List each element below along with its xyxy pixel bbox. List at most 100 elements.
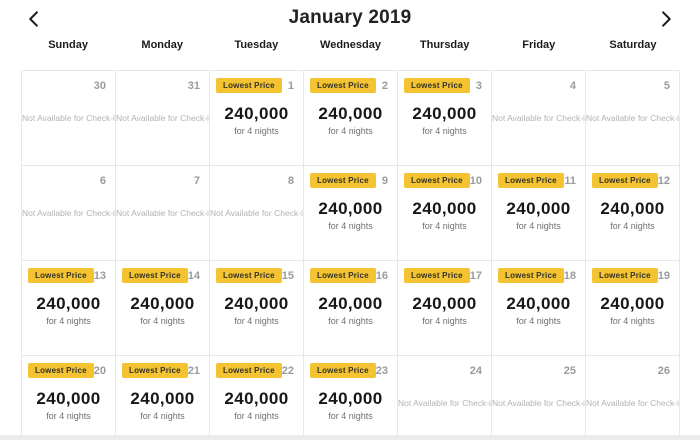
bottom-edge-strip	[0, 435, 700, 440]
lowest-price-badge: Lowest Price	[310, 78, 376, 93]
day-cell-1[interactable]: Lowest Price 1 240,000 for 4 nights	[210, 71, 304, 166]
price-block: 240,000 for 4 nights	[116, 389, 209, 421]
price-value: 240,000	[36, 294, 101, 313]
day-cell-24: 24 Not Available for Check-in	[398, 356, 492, 440]
day-cell-16[interactable]: Lowest Price 16 240,000 for 4 nights	[304, 261, 398, 356]
month-title: January 2019	[288, 7, 412, 28]
price-block: 240,000 for 4 nights	[398, 294, 491, 325]
day-number: 8	[287, 175, 294, 187]
price-block: 240,000 for 4 nights	[22, 294, 115, 326]
price-value: 240,000	[600, 294, 665, 313]
lowest-price-badge: Lowest Price	[310, 268, 376, 283]
price-value: 240,000	[506, 294, 571, 313]
day-number: 22	[281, 365, 294, 377]
lowest-price-badge: Lowest Price	[498, 173, 564, 188]
weekday-header-row: Sunday Monday Tuesday Wednesday Thursday…	[21, 39, 680, 55]
day-cell-25: 25 Not Available for Check-in	[492, 356, 586, 440]
nights-label: for 4 nights	[46, 315, 91, 326]
day-cell-20[interactable]: Lowest Price 20 240,000 for 4 nights	[22, 356, 116, 440]
nights-label: for 4 nights	[422, 220, 467, 231]
day-cell-18[interactable]: Lowest Price 18 240,000 for 4 nights	[492, 261, 586, 356]
day-cell-11[interactable]: Lowest Price 11 240,000 for 4 nights	[492, 166, 586, 261]
price-value: 240,000	[412, 199, 477, 218]
price-value: 240,000	[130, 389, 195, 408]
price-block: 240,000 for 4 nights	[398, 199, 491, 231]
weekday-label-sunday: Sunday	[48, 39, 88, 51]
day-cell-5: 5 Not Available for Check-in	[586, 71, 680, 166]
lowest-price-badge: Lowest Price	[28, 363, 94, 378]
calendar-header: January 2019	[0, 0, 700, 38]
price-value: 240,000	[600, 199, 665, 218]
price-block: 240,000 for 4 nights	[304, 389, 397, 421]
price-block: 240,000 for 4 nights	[586, 294, 679, 326]
day-cell-19[interactable]: Lowest Price 19 240,000 for 4 nights	[586, 261, 680, 356]
price-block: 240,000 for 4 nights	[22, 389, 115, 420]
chevron-left-icon	[29, 11, 38, 27]
day-cell-8: 8 Not Available for Check-in	[210, 166, 304, 261]
chevron-right-icon	[662, 11, 671, 27]
weekday-label-saturday: Saturday	[609, 39, 657, 51]
day-cell-6: 6 Not Available for Check-in	[22, 166, 116, 261]
day-number: 16	[375, 270, 388, 282]
day-number: 2	[381, 80, 388, 92]
price-value: 240,000	[506, 199, 571, 218]
day-cell-14[interactable]: Lowest Price 14 240,000 for 4 nights	[116, 261, 210, 356]
price-block: 240,000 for 4 nights	[304, 294, 397, 325]
nights-label: for 4 nights	[234, 315, 279, 326]
day-cell-10[interactable]: Lowest Price 10 240,000 for 4 nights	[398, 166, 492, 261]
day-number: 11	[564, 175, 576, 187]
weekday-label-friday: Friday	[522, 39, 556, 51]
day-cell-30: 30 Not Available for Check-in	[22, 71, 116, 166]
lowest-price-badge: Lowest Price	[498, 268, 564, 283]
day-number: 21	[187, 365, 200, 377]
day-cell-3[interactable]: Lowest Price 3 240,000 for 4 nights	[398, 71, 492, 166]
lowest-price-badge: Lowest Price	[216, 268, 282, 283]
not-available-label: Not Available for Check-in	[398, 398, 491, 408]
nights-label: for 4 nights	[516, 315, 561, 326]
price-block: 240,000 for 4 nights	[492, 199, 585, 231]
lowest-price-badge: Lowest Price	[122, 363, 188, 378]
price-block: 240,000 for 4 nights	[210, 294, 303, 326]
weekday-label-thursday: Thursday	[419, 39, 470, 51]
weekday-label-monday: Monday	[141, 39, 183, 51]
day-number: 20	[93, 365, 106, 377]
price-value: 240,000	[130, 294, 195, 313]
day-number: 10	[469, 175, 482, 187]
nights-label: for 4 nights	[328, 125, 373, 136]
nights-label: for 4 nights	[328, 410, 373, 421]
day-number: 7	[193, 175, 200, 187]
day-cell-21[interactable]: Lowest Price 21 240,000 for 4 nights	[116, 356, 210, 440]
day-number: 30	[93, 80, 106, 92]
price-value: 240,000	[224, 389, 289, 408]
lowest-price-badge: Lowest Price	[404, 268, 470, 283]
not-available-label: Not Available for Check-in	[586, 398, 679, 408]
day-cell-2[interactable]: Lowest Price 2 240,000 for 4 nights	[304, 71, 398, 166]
not-available-label: Not Available for Check-in	[210, 208, 303, 218]
weekday-label-wednesday: Wednesday	[320, 39, 381, 51]
day-cell-17[interactable]: Lowest Price 17 240,000 for 4 nights	[398, 261, 492, 356]
not-available-label: Not Available for Check-in	[492, 113, 585, 123]
nights-label: for 4 nights	[516, 220, 561, 231]
price-block: 240,000 for 4 nights	[304, 104, 397, 136]
nights-label: for 4 nights	[140, 410, 185, 421]
day-number: 19	[657, 270, 670, 282]
day-cell-13[interactable]: Lowest Price 13 240,000 for 4 nights	[22, 261, 116, 356]
next-month-button[interactable]	[652, 5, 680, 33]
lowest-price-badge: Lowest Price	[28, 268, 94, 283]
previous-month-button[interactable]	[20, 5, 48, 33]
day-number: 24	[469, 365, 482, 377]
day-cell-9[interactable]: Lowest Price 9 240,000 for 4 nights	[304, 166, 398, 261]
day-cell-23[interactable]: Lowest Price 23 240,000 for 4 nights	[304, 356, 398, 440]
day-cell-12[interactable]: Lowest Price 12 240,000 for 4 nights	[586, 166, 680, 261]
day-cell-22[interactable]: Lowest Price 22 240,000 for 4 nights	[210, 356, 304, 440]
lowest-price-badge: Lowest Price	[404, 173, 470, 188]
day-number: 14	[187, 270, 200, 282]
weekday-label-tuesday: Tuesday	[234, 39, 279, 51]
day-number: 3	[475, 80, 482, 92]
not-available-label: Not Available for Check-in	[116, 208, 209, 218]
lowest-price-badge: Lowest Price	[216, 363, 282, 378]
day-number: 6	[99, 175, 106, 187]
nights-label: for 4 nights	[610, 315, 655, 326]
day-cell-15[interactable]: Lowest Price 15 240,000 for 4 nights	[210, 261, 304, 356]
price-value: 240,000	[36, 389, 101, 408]
